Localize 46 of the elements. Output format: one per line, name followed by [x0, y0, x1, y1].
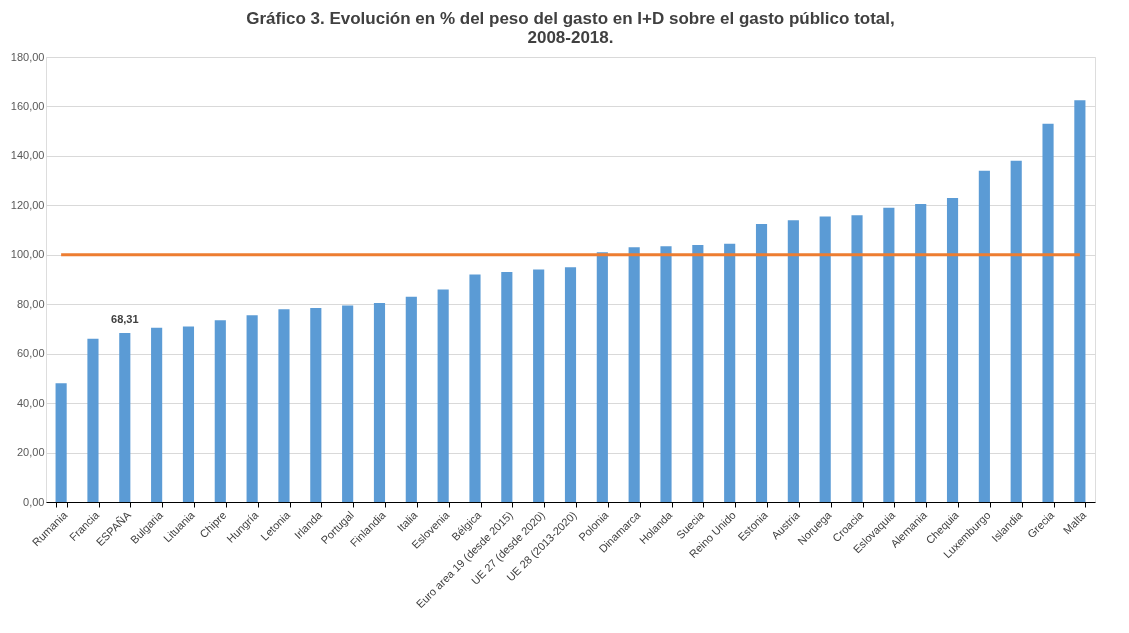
- bar: [1042, 123, 1054, 502]
- y-tick-label: 20,00: [16, 446, 45, 459]
- bar: [692, 244, 704, 502]
- bar: [501, 272, 513, 502]
- bar: [246, 315, 258, 502]
- y-tick-label: 40,00: [16, 396, 45, 409]
- y-tick-label: 120,00: [10, 198, 45, 211]
- text: Gráfico 3. Evolución en % del peso del gasto en I+D sobre el gasto público total,: [246, 9, 895, 28]
- bar: [310, 307, 322, 502]
- bar: [182, 326, 195, 502]
- y-tick-label: 180,00: [10, 50, 45, 63]
- bar: [946, 197, 959, 502]
- bar: [724, 243, 736, 502]
- y-tick-label: 0,00: [23, 495, 45, 508]
- bar: [628, 247, 640, 502]
- bar: [469, 274, 481, 502]
- y-tick-label: 140,00: [10, 149, 45, 162]
- bar: [405, 296, 417, 502]
- data-label: 68,31: [111, 313, 139, 326]
- bar: [1074, 100, 1086, 502]
- bar: [119, 333, 131, 502]
- bar: [787, 220, 799, 502]
- bar: [755, 223, 768, 502]
- bar: [373, 302, 386, 502]
- bar: [564, 267, 577, 502]
- bar: [437, 289, 449, 502]
- bar: [533, 269, 545, 502]
- bar: [978, 170, 990, 502]
- bar: [278, 309, 290, 502]
- bar: [851, 215, 863, 502]
- y-tick-label: 80,00: [16, 297, 45, 310]
- y-tick-label: 160,00: [10, 99, 45, 112]
- y-tick-label: 60,00: [16, 347, 45, 360]
- bar: [151, 327, 163, 502]
- bar: [87, 338, 99, 502]
- bar: [915, 204, 927, 502]
- bar: [596, 252, 608, 502]
- bar: [1010, 160, 1022, 502]
- text: 2008-2018.: [527, 28, 614, 47]
- bar: [819, 216, 831, 502]
- bar: [883, 207, 895, 502]
- bar: [342, 305, 354, 502]
- bar: [660, 246, 672, 502]
- bar: [214, 320, 226, 502]
- bar: [55, 383, 67, 502]
- y-tick-label: 100,00: [10, 248, 45, 261]
